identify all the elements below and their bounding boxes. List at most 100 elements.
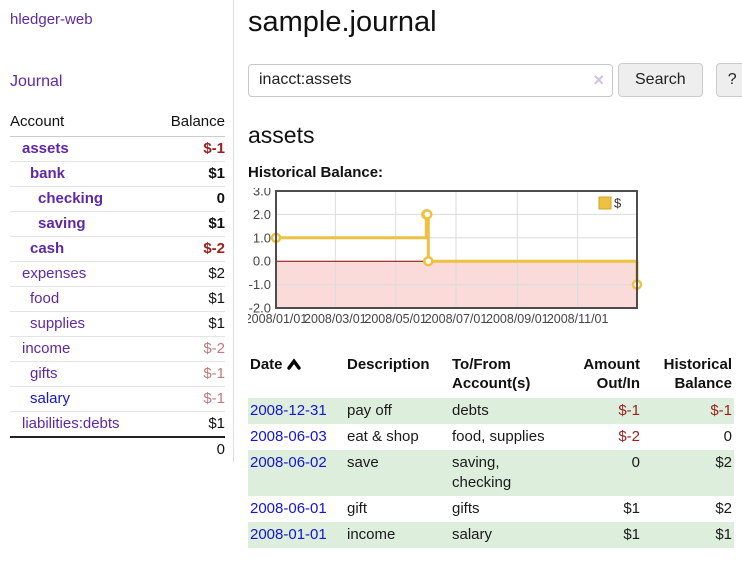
- svg-text:2008/11/01: 2008/11/01: [547, 312, 609, 326]
- account-link[interactable]: liabilities:debts: [22, 415, 120, 432]
- account-row: bank $1: [10, 161, 225, 187]
- clear-search-icon[interactable]: ×: [593, 69, 604, 90]
- transaction-amount: $-2: [618, 428, 640, 445]
- transaction-date-link[interactable]: 2008-06-01: [250, 500, 327, 517]
- balance-column-header-register: Historical Balance: [663, 356, 732, 392]
- sidebar: hledger-web Journal Account Balance asse…: [0, 0, 234, 462]
- account-balance: $-2: [153, 336, 225, 362]
- svg-text:2008/03/01: 2008/03/01: [304, 312, 367, 326]
- date-column-header[interactable]: Date: [248, 353, 345, 398]
- account-balance: $1: [153, 286, 225, 312]
- accounts-table: Account Balance assets $-1 bank $1 check…: [10, 110, 225, 462]
- transaction-row[interactable]: 2008-06-02 save saving, checking 0 $2: [248, 450, 734, 496]
- accounts-column-header: To/From Account(s): [452, 356, 531, 392]
- chart-title: Historical Balance:: [248, 164, 384, 181]
- search-input[interactable]: [248, 63, 613, 97]
- account-row: assets $-1: [10, 137, 225, 162]
- transaction-row[interactable]: 2008-06-03 eat & shop food, supplies $-2…: [248, 424, 734, 450]
- account-balance: $1: [153, 211, 225, 237]
- svg-text:2008/05/01: 2008/05/01: [364, 312, 427, 326]
- accounts-total-value: 0: [153, 436, 225, 462]
- svg-text:$: $: [614, 196, 622, 211]
- account-balance: $1: [153, 161, 225, 187]
- svg-text:1.0: 1.0: [253, 230, 271, 245]
- page-title: sample.journal: [248, 6, 437, 38]
- transaction-accounts: food, supplies: [452, 428, 545, 445]
- account-balance: $1: [153, 411, 225, 437]
- transaction-description: save: [347, 454, 379, 471]
- account-link[interactable]: bank: [30, 165, 66, 182]
- accounts-header-row: Account Balance: [10, 110, 225, 137]
- transaction-accounts: debts: [452, 402, 489, 419]
- svg-text:2.0: 2.0: [253, 207, 271, 222]
- search-button[interactable]: Search: [618, 63, 703, 97]
- balance-column-header: Balance: [153, 110, 225, 137]
- account-row: expenses $2: [10, 261, 225, 287]
- svg-text:-1.0: -1.0: [249, 277, 271, 292]
- accounts-total-row: 0: [10, 436, 225, 462]
- transaction-amount: $-1: [618, 402, 640, 419]
- account-balance: $2: [153, 261, 225, 287]
- transaction-description: eat & shop: [347, 428, 419, 445]
- page: hledger-web Journal Account Balance asse…: [0, 0, 742, 548]
- transaction-date-link[interactable]: 2008-06-03: [250, 428, 327, 445]
- transaction-date-link[interactable]: 2008-01-01: [250, 526, 327, 543]
- account-link[interactable]: gifts: [30, 365, 58, 382]
- main-content: sample.journal × Search ? assets Histori…: [234, 0, 742, 548]
- help-button[interactable]: ?: [715, 63, 742, 97]
- account-row: gifts $-1: [10, 361, 225, 387]
- account-row: salary $-1: [10, 386, 225, 412]
- transaction-description: gift: [347, 500, 368, 517]
- svg-text:-2.0: -2.0: [249, 301, 271, 316]
- transaction-amount: $1: [623, 526, 640, 543]
- account-row: liabilities:debts $1: [10, 411, 225, 437]
- transaction-row[interactable]: 2008-12-31 pay off debts $-1 $-1: [248, 398, 734, 424]
- account-link[interactable]: income: [22, 340, 71, 357]
- account-row: checking 0: [10, 186, 225, 212]
- transaction-accounts: salary: [452, 526, 493, 543]
- journal-link[interactable]: Journal: [10, 73, 63, 90]
- svg-text:0.0: 0.0: [253, 254, 271, 269]
- transaction-balance: $-1: [710, 402, 732, 419]
- historical-balance-chart: $3.0 2.0 1.0 0.0 -1.0 -2.0 2008/01/01 2008/03/0…: [245, 184, 742, 332]
- account-row: income $-2: [10, 336, 225, 362]
- account-link[interactable]: expenses: [22, 265, 87, 282]
- transaction-balance: 0: [723, 428, 732, 445]
- account-link[interactable]: salary: [30, 390, 71, 407]
- account-link[interactable]: cash: [30, 240, 65, 257]
- account-link[interactable]: assets: [22, 140, 69, 157]
- account-link[interactable]: saving: [38, 215, 86, 232]
- transaction-description: income: [347, 526, 396, 543]
- transaction-balance: $2: [715, 454, 732, 471]
- account-column-header: Account: [10, 110, 154, 137]
- account-link[interactable]: supplies: [30, 315, 86, 332]
- transaction-amount: 0: [631, 454, 640, 471]
- account-link[interactable]: checking: [38, 190, 104, 207]
- account-balance: $-1: [153, 386, 225, 412]
- svg-text:2008/07/01: 2008/07/01: [425, 312, 488, 326]
- account-row: supplies $1: [10, 311, 225, 337]
- account-row: saving $1: [10, 211, 225, 237]
- transaction-amount: $1: [623, 500, 640, 517]
- account-row: food $1: [10, 286, 225, 312]
- account-balance: $-1: [153, 361, 225, 387]
- account-link[interactable]: food: [30, 290, 60, 307]
- svg-text:2008/09/01: 2008/09/01: [486, 312, 549, 326]
- transaction-date-link[interactable]: 2008-12-31: [250, 402, 327, 419]
- transaction-accounts: saving, checking: [452, 454, 512, 491]
- account-balance: 0: [153, 186, 225, 212]
- account-balance: $-2: [153, 236, 225, 262]
- amount-column-header: Amount Out/In: [583, 356, 640, 392]
- register-table: Date Description To/From Account(s) Amou…: [248, 353, 734, 548]
- transaction-row[interactable]: 2008-06-01 gift gifts $1 $2: [248, 496, 734, 522]
- sort-ascending-icon: [286, 358, 301, 370]
- account-row: cash $-2: [10, 236, 225, 262]
- account-balance: $-1: [203, 140, 225, 157]
- transaction-balance: $2: [715, 500, 732, 517]
- description-column-header: Description: [347, 356, 430, 373]
- transaction-row[interactable]: 2008-01-01 income salary $1 $1: [248, 522, 734, 548]
- app-title-link[interactable]: hledger-web: [10, 11, 93, 28]
- svg-text:3.0: 3.0: [253, 188, 271, 199]
- transaction-date-link[interactable]: 2008-06-02: [250, 454, 327, 471]
- account-heading: assets: [248, 122, 315, 148]
